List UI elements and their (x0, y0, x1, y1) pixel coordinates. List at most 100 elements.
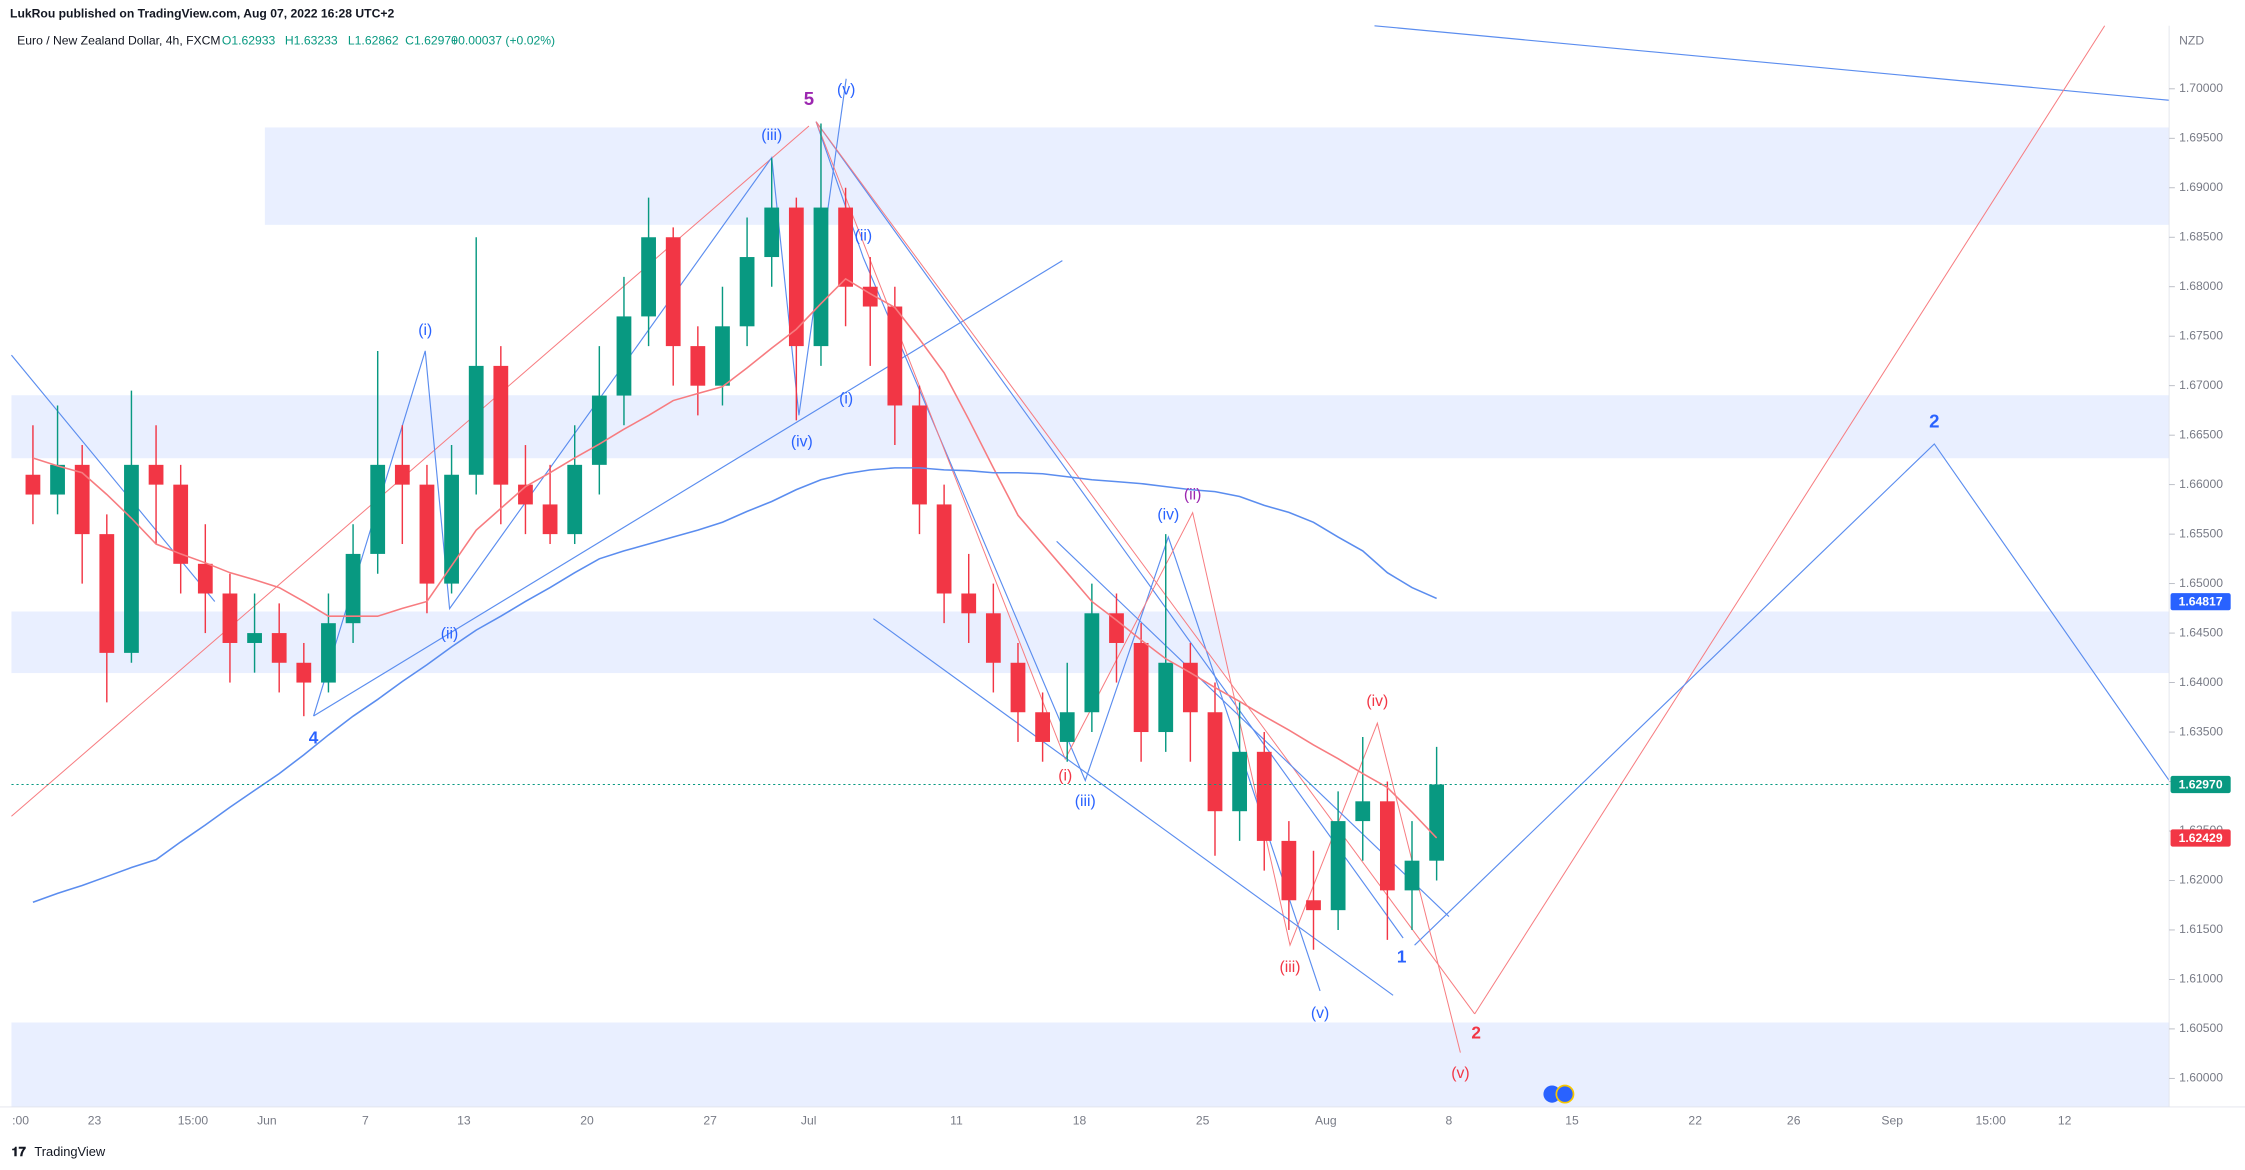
y-tick-label: 1.61500 (2179, 922, 2223, 936)
wave-label: (v) (1451, 1065, 1469, 1082)
candle-body (394, 464, 410, 485)
ohlc-open: O1.62933 (222, 34, 276, 48)
y-tick-label: 1.66500 (2179, 427, 2223, 441)
x-tick-label: 18 (1073, 1114, 1087, 1128)
wave-line (815, 121, 1404, 939)
candle-body (444, 474, 459, 584)
candle-body (493, 365, 509, 485)
candle-body (739, 257, 755, 327)
x-tick-label: 20 (580, 1114, 594, 1128)
candle-body (665, 237, 681, 347)
x-tick-label: Sep (1881, 1114, 1903, 1128)
wave-line (313, 78, 847, 717)
candle-body (764, 207, 780, 258)
candle-body (1035, 712, 1050, 742)
x-tick-label: 23 (88, 1114, 102, 1128)
candle-body (197, 563, 213, 594)
y-tick-label: 1.67500 (2179, 328, 2223, 342)
y-tick-label: 1.62000 (2179, 873, 2223, 887)
event-icon[interactable] (1543, 1085, 1561, 1103)
y-tick-label: 1.60000 (2179, 1071, 2223, 1085)
candle-body (985, 613, 1001, 663)
candle-body (271, 633, 287, 663)
x-tick-label: 22 (1688, 1114, 1702, 1128)
wave-label: (i) (1058, 767, 1072, 784)
candle-body (1379, 801, 1395, 891)
x-tick-label: 27 (703, 1114, 717, 1128)
candle-body (173, 484, 189, 564)
wave-label: (i) (839, 391, 853, 408)
wave-label: (ii) (855, 227, 872, 244)
wave-label: 2 (1471, 1022, 1481, 1042)
wave-label: (iv) (1157, 507, 1179, 524)
event-icon[interactable] (1555, 1084, 1575, 1104)
candle-body (1404, 860, 1420, 891)
y-tick-label: 1.60500 (2179, 1021, 2223, 1035)
price-tag (2170, 593, 2231, 611)
wave-label: 2 (1929, 410, 1939, 431)
wave-line (815, 121, 1461, 1053)
candle-body (813, 207, 829, 347)
moving-average (32, 277, 1438, 839)
candle-body (1232, 751, 1248, 812)
x-tick-label: 8 (1446, 1114, 1453, 1128)
wave-label: (iii) (1075, 793, 1096, 810)
y-tick-label: 1.67000 (2179, 378, 2223, 392)
x-tick-label: 13 (457, 1114, 471, 1128)
candle-body (419, 484, 435, 584)
x-tick-label: 12 (2058, 1114, 2072, 1128)
candle-body (247, 633, 262, 643)
candle-body (1355, 801, 1371, 822)
candle-body (296, 662, 312, 683)
x-tick-label: 15:00 (178, 1114, 209, 1128)
x-tick-label: Aug (1315, 1114, 1337, 1128)
x-tick-label: 11 (950, 1114, 963, 1128)
currency-label: NZD (2179, 34, 2204, 48)
x-tick-label: 7 (362, 1114, 369, 1128)
wave-line (815, 121, 1476, 1015)
trend-line (1374, 25, 2170, 101)
candle-body (887, 306, 903, 406)
wave-label: (iii) (1280, 959, 1301, 976)
x-tick-label: Jun (257, 1114, 277, 1128)
wave-label: (ii) (1184, 487, 1201, 504)
candle-body (1306, 900, 1321, 911)
candle-body (1207, 712, 1223, 812)
price-tag-label: 1.62429 (2179, 831, 2223, 845)
y-tick-label: 1.70000 (2179, 81, 2223, 95)
trend-line (313, 260, 1063, 717)
wave-label: (v) (837, 81, 855, 98)
candle-body (1133, 642, 1149, 733)
publisher-line: LukRou published on TradingView.com, Aug… (10, 7, 394, 21)
price-tag-label: 1.64817 (2179, 595, 2223, 609)
x-tick-label: 26 (1787, 1114, 1801, 1128)
candle-body (542, 504, 558, 535)
y-tick-label: 1.69000 (2179, 180, 2223, 194)
candle-body (74, 464, 90, 535)
candle-body (50, 464, 65, 495)
candle-body (1010, 662, 1026, 713)
candle-body (1158, 662, 1174, 733)
candle-body (1256, 751, 1272, 841)
candle-body (148, 464, 164, 485)
x-tick-label: 15 (1565, 1114, 1579, 1128)
candle-body (715, 326, 730, 386)
price-tag (2170, 775, 2231, 794)
wave-label: (iv) (791, 434, 813, 451)
wave-label: (iii) (761, 127, 782, 144)
candle-body (124, 464, 139, 653)
ohlc-change: +0.00037 (+0.02%) (451, 34, 555, 48)
drawings (11, 25, 2170, 1053)
logo-mark: 𝟏𝟕 (11, 1144, 26, 1159)
ohlc-low: L1.62862 (348, 34, 399, 48)
candle-body (222, 593, 238, 643)
candle-body (591, 395, 607, 465)
y-tick-label: 1.69500 (2179, 131, 2223, 145)
channel-line (873, 618, 1394, 996)
footer-brand: TradingView (34, 1144, 106, 1159)
candle-body (1084, 613, 1100, 713)
y-tick-label: 1.64000 (2179, 675, 2223, 689)
candle-body (912, 405, 927, 505)
projection-line (1414, 443, 2170, 946)
